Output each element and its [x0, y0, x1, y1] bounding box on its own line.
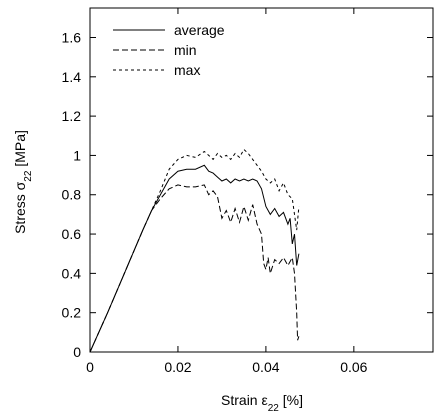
- y-tick-label: 0.4: [62, 265, 82, 281]
- series-line-average: [89, 164, 300, 353]
- series-line-min: [89, 184, 300, 353]
- y-tick-label: 0.2: [62, 305, 82, 321]
- x-tick-label: 0: [86, 359, 94, 375]
- y-axis-label-main: Stress: [12, 190, 28, 234]
- y-axis-label-unit: [MPa]: [12, 130, 28, 170]
- x-tick-label: 0.04: [252, 359, 279, 375]
- x-axis-label: Strain ε22 [%]: [221, 392, 303, 414]
- y-tick-label: 1.6: [62, 29, 82, 45]
- y-tick-label: 0: [73, 344, 81, 360]
- x-axis-label-unit: [%]: [279, 392, 303, 408]
- series-layer: [89, 148, 300, 353]
- x-axis-label-symbol: ε: [261, 392, 267, 408]
- legend: average min max: [113, 22, 225, 78]
- x-tick-label: 0.02: [164, 359, 191, 375]
- x-tick-label: 0.06: [340, 359, 367, 375]
- y-tick-label: 1: [73, 147, 81, 163]
- plot-frame: [89, 7, 434, 353]
- y-axis-label-symbol: σ: [12, 181, 28, 190]
- y-tick-label: 0.6: [62, 226, 82, 242]
- y-axis-label: Stress σ22 [MPa]: [12, 130, 34, 234]
- y-tick-label: 1.2: [62, 108, 82, 124]
- y-tick-label: 1.4: [62, 69, 82, 85]
- legend-label-average: average: [174, 22, 225, 38]
- y-tick-label: 0.8: [62, 187, 82, 203]
- y-axis-label-subscript: 22: [23, 170, 34, 182]
- x-axis-label-main: Strain: [221, 392, 261, 408]
- series-line-max: [89, 148, 300, 353]
- ticks-layer: 0 0.02 0.04 0.06 0 0.2 0.4 0.6 0.8 1 1.2 1.4 1.6: [62, 8, 433, 375]
- legend-label-max: max: [174, 62, 200, 78]
- legend-label-min: min: [174, 42, 197, 58]
- x-axis-label-subscript: 22: [268, 403, 280, 414]
